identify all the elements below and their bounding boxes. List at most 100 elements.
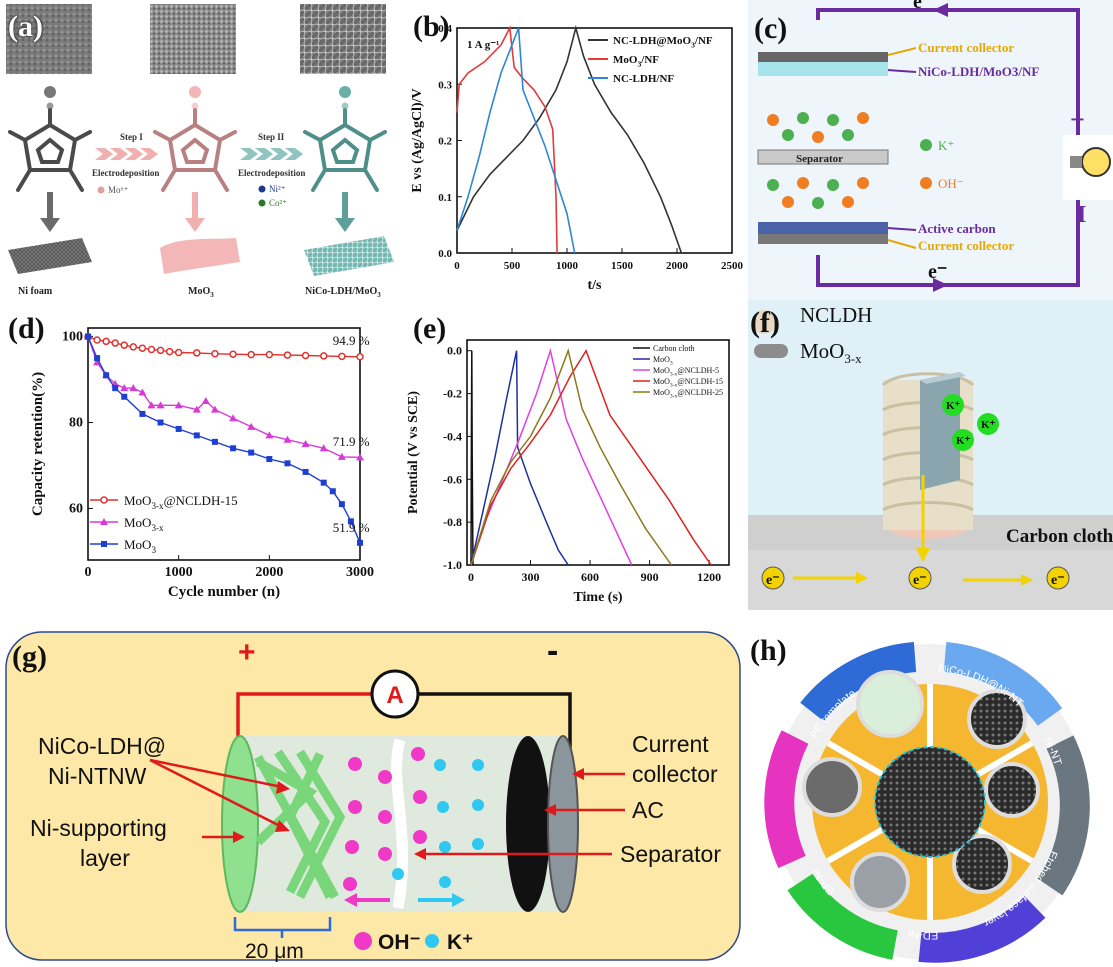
data-point xyxy=(230,445,237,452)
panel-label-c: (c) xyxy=(754,12,788,45)
series-line-2 xyxy=(87,336,361,544)
legend-entry-3: MoO3-x@NCLDH-15 xyxy=(653,377,723,388)
data-point xyxy=(319,444,328,452)
data-point xyxy=(301,440,310,447)
panel-c-figure: e⁻ e⁻ Current collector NiCo-LDH/MoO3/NF… xyxy=(757,0,1113,292)
ni-nt-image xyxy=(984,762,1040,818)
data-point xyxy=(319,352,328,360)
ion-dots xyxy=(767,112,869,209)
center-sem-image xyxy=(874,746,986,858)
k-ion-1: K⁺ xyxy=(946,400,961,412)
series-line-0 xyxy=(456,24,683,254)
ammeter-label: A xyxy=(386,682,403,709)
moo3-substrate xyxy=(160,238,240,274)
panel-h-figure: PC template NiCo-LDH@Ni-NT Ni-NT Etched … xyxy=(764,642,1090,963)
data-point xyxy=(120,384,129,392)
chart-b: 0 500 1000 1500 2000 2500 0.0 0.1 0.2 0.3 0.4 t/s E … xyxy=(410,23,744,293)
series-line-2 xyxy=(456,27,576,254)
data-point xyxy=(283,351,292,359)
y-tick-label: 0.3 xyxy=(438,79,452,91)
data-point xyxy=(138,388,147,396)
series-line-1 xyxy=(87,336,361,458)
x-tick-label: 500 xyxy=(504,260,521,272)
current-collector-bottom xyxy=(758,234,888,244)
data-point xyxy=(301,351,310,360)
data-point xyxy=(156,401,165,409)
chart-d: 0 1000 2000 3000 60 80 100 Cycle number (n) Capa… xyxy=(30,327,374,600)
data-point xyxy=(93,336,101,344)
y-tick-label: 60 xyxy=(69,501,83,516)
x-tick-label: 0 xyxy=(468,570,474,584)
electron-label-top: e⁻ xyxy=(913,0,932,13)
data-point xyxy=(103,372,110,379)
label-ni-supporting-line2: layer xyxy=(80,845,130,871)
electron-flow: e⁻ e⁻ e⁻ xyxy=(761,566,1070,590)
ncldh-legend-icon xyxy=(752,310,776,334)
plot-frame xyxy=(87,327,361,561)
y-tick-label: -0.2 xyxy=(443,387,462,401)
data-point xyxy=(192,405,201,413)
data-point xyxy=(139,410,146,417)
plus-sign: + xyxy=(1070,105,1085,134)
panel-label-f: (f) xyxy=(750,306,780,339)
x-tick-label: 1000 xyxy=(165,565,193,580)
caption-ni-foam: Ni foam xyxy=(18,286,53,297)
data-point xyxy=(147,401,156,409)
data-point xyxy=(102,337,110,346)
panel-label-d: (d) xyxy=(8,312,45,345)
minus-sign: I xyxy=(1077,202,1086,228)
data-point xyxy=(265,350,274,359)
x-tick-label: 0 xyxy=(85,565,92,580)
ni-supporting-layer xyxy=(221,735,259,913)
down-arrow-icon xyxy=(40,192,355,232)
ed-ni-image xyxy=(850,852,910,912)
step2-arrow-icon xyxy=(240,148,303,160)
legend-oh: OH⁻ xyxy=(378,931,421,954)
y-tick-label: 80 xyxy=(69,416,83,431)
panel-a: Step I Electrodeposition Mo⁶⁺ Step II El… xyxy=(0,0,450,298)
electron-label-bottom: e⁻ xyxy=(928,261,947,283)
step1-arrow-icon xyxy=(95,148,158,160)
moo3-structure-icon xyxy=(153,108,237,192)
data-point xyxy=(210,405,219,413)
step2-label: Step II xyxy=(258,132,285,142)
series-line-3 xyxy=(470,348,712,566)
pc-template-image xyxy=(856,670,924,738)
k-ion-2: K⁺ xyxy=(981,419,996,431)
label-current-line1: Current xyxy=(632,731,709,757)
x-tick-label: 2000 xyxy=(255,565,283,580)
series-line-0 xyxy=(87,335,361,358)
x-tick-label: 0 xyxy=(454,260,460,272)
data-point xyxy=(356,353,364,361)
panel-g-figure: A + - 20 μm OH⁻ K⁺ xyxy=(5,631,741,963)
data-point xyxy=(356,453,364,461)
data-point xyxy=(320,479,327,486)
legend-entry-2: NC-LDH/NF xyxy=(613,73,674,85)
x-tick-label: 2500 xyxy=(721,260,744,272)
data-point xyxy=(338,501,345,508)
separator-bar xyxy=(757,149,889,165)
caption-moo3: MoO3 xyxy=(188,286,214,298)
y-tick-label: 0.0 xyxy=(438,248,452,260)
y-axis-label: Capacity retention(%) xyxy=(30,372,46,516)
label-current-collector-bottom: Current collector xyxy=(918,238,1014,253)
active-carbon-bar xyxy=(758,222,888,234)
ion-co-label: Co²⁺ xyxy=(269,198,287,208)
seg-ed-ni: ED-Ni xyxy=(908,927,939,941)
data-point xyxy=(174,401,183,409)
legend-k-plus: K⁺ xyxy=(938,138,954,153)
data-point xyxy=(201,397,210,405)
panel-a-figure: Step I Electrodeposition Mo⁶⁺ Step II El… xyxy=(6,4,394,298)
legend-entry-2: MoO3-x@NCLDH-5 xyxy=(653,366,719,377)
data-point xyxy=(157,419,164,426)
chart-e: 0 300 600 900 1200 0.0 -0.2 -0.4 -0.6 -0.8 -1.0 Tim… xyxy=(406,339,730,605)
panel-e: 0 300 600 900 1200 0.0 -0.2 -0.4 -0.6 -0.8 -1.0 Tim… xyxy=(405,300,748,610)
data-point xyxy=(129,384,138,392)
x-tick-label: 300 xyxy=(522,570,540,584)
y-tick-label: -0.4 xyxy=(443,429,462,443)
moo3-legend-icon xyxy=(754,344,788,358)
data-point xyxy=(302,468,309,475)
panel-h: PC template NiCo-LDH@Ni-NT Ni-NT Etched … xyxy=(750,612,1113,967)
sem-image-moo3 xyxy=(150,4,236,74)
label-separator: Separator xyxy=(620,841,721,867)
